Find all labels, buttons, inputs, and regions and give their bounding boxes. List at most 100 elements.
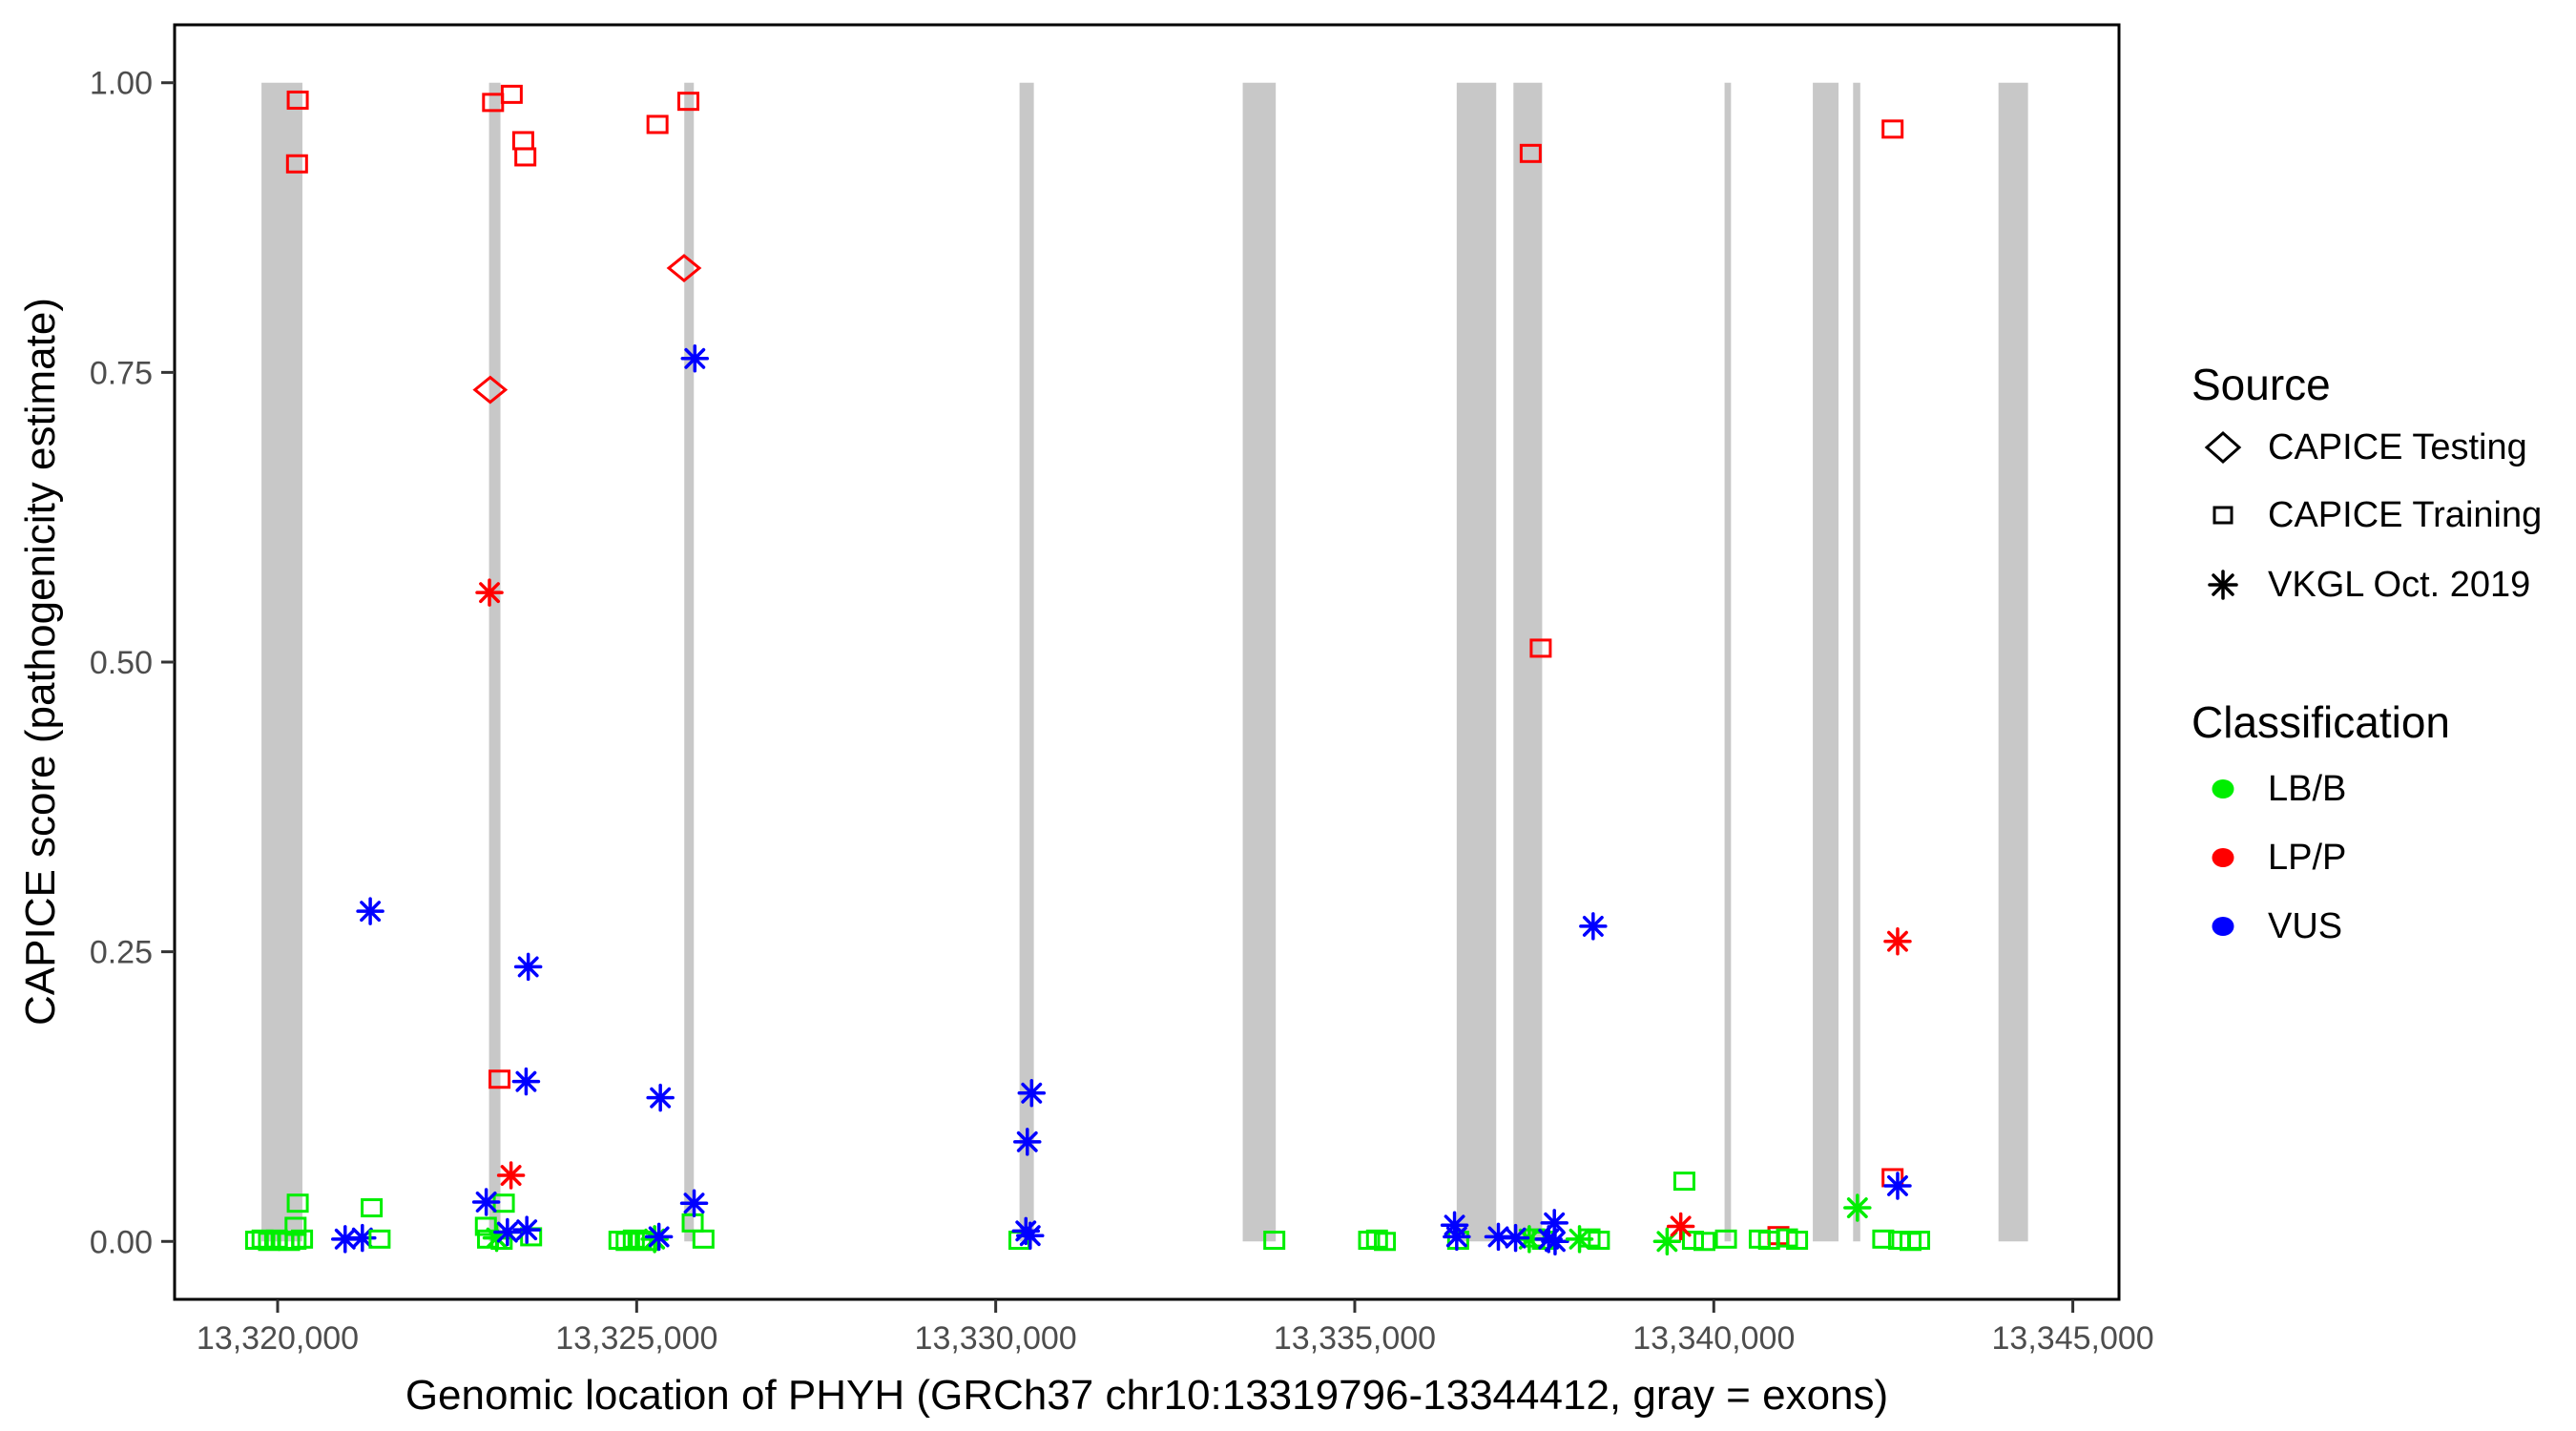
data-point-asterisk — [1017, 1079, 1047, 1108]
data-points — [244, 84, 1931, 1256]
data-point-asterisk — [1541, 1227, 1569, 1256]
exon-bar — [1019, 82, 1034, 1242]
data-point-square — [1786, 1231, 1809, 1251]
x-axis-title: Genomic location of PHYH (GRCh37 chr10:1… — [405, 1372, 1889, 1419]
data-point-square — [1519, 143, 1542, 163]
data-point-diamond — [666, 254, 702, 282]
data-point-square — [511, 131, 534, 151]
data-point-square — [488, 1069, 511, 1089]
data-point-square — [1681, 1231, 1704, 1251]
legend-item-label: VKGL Oct. 2019 — [2268, 564, 2531, 605]
y-tick-label: 0.25 — [90, 935, 153, 971]
data-point-asterisk — [1843, 1193, 1872, 1222]
data-point-asterisk — [471, 1188, 501, 1216]
data-point-asterisk — [679, 1189, 709, 1217]
data-point-square — [1263, 1231, 1286, 1251]
asterisk-icon — [2202, 566, 2244, 604]
legend-item-vus: VUS — [2202, 905, 2343, 946]
blue-dot-icon — [2202, 907, 2244, 945]
data-point-square — [1872, 1229, 1895, 1249]
legend-item-label: VUS — [2268, 905, 2343, 946]
data-point-square — [1908, 1231, 1931, 1251]
exon-bar — [1456, 82, 1497, 1242]
data-point-asterisk — [1501, 1223, 1530, 1253]
data-point-asterisk — [496, 1161, 526, 1190]
data-point-square — [286, 90, 309, 110]
data-point-square — [1365, 1229, 1388, 1249]
data-point-square — [677, 92, 700, 112]
data-point-square — [615, 1232, 638, 1252]
legend-item-label: LB/B — [2268, 768, 2347, 809]
data-point-asterisk — [1883, 926, 1912, 956]
legend-item-lbb: LB/B — [2202, 768, 2347, 809]
data-point-asterisk — [1579, 912, 1608, 941]
exon-bar — [1998, 82, 2028, 1242]
legend-classification-title: Classification — [2192, 697, 2450, 747]
x-tick-label: 13,330,000 — [915, 1320, 1077, 1357]
exon-bar — [1813, 82, 1839, 1242]
data-point-asterisk — [512, 1215, 541, 1244]
diamond-icon — [2202, 428, 2244, 467]
data-point-asterisk — [482, 1223, 511, 1253]
data-point-asterisk — [1666, 1212, 1695, 1241]
y-tick-label: 0.50 — [90, 645, 153, 681]
legend-item-capice-training: CAPICE Training — [2202, 494, 2543, 535]
x-tick-label: 13,340,000 — [1632, 1320, 1795, 1357]
exon-bar — [488, 82, 501, 1242]
y-tick-label: 1.00 — [90, 66, 153, 102]
legend-item-label: LP/P — [2268, 837, 2347, 878]
y-axis: 0.00 0.25 0.50 0.75 1.00 — [90, 66, 175, 1260]
data-point-asterisk — [1016, 1221, 1045, 1250]
data-point-asterisk — [356, 897, 384, 925]
red-dot-icon — [2202, 839, 2244, 877]
square-icon — [2202, 496, 2244, 534]
exon-bar — [684, 82, 695, 1242]
data-point-asterisk — [1013, 1128, 1042, 1156]
data-point-square — [692, 1229, 715, 1249]
data-point-square — [1672, 1172, 1695, 1192]
exon-bar — [261, 82, 302, 1242]
legend-source-title: Source — [2192, 360, 2331, 409]
data-point-square — [251, 1229, 274, 1249]
x-tick-label: 13,345,000 — [1992, 1320, 2154, 1357]
data-point-asterisk — [680, 344, 710, 373]
x-axis: 13,320,000 13,325,000 13,330,000 13,335,000… — [197, 1299, 2154, 1357]
data-point-square — [368, 1229, 391, 1249]
x-tick-label: 13,325,000 — [555, 1320, 717, 1357]
data-point-asterisk — [646, 1083, 675, 1112]
x-tick-label: 13,335,000 — [1274, 1320, 1436, 1357]
data-point-asterisk — [1443, 1222, 1471, 1252]
data-point-asterisk — [513, 952, 543, 982]
data-point-square — [1693, 1232, 1716, 1252]
data-point-square — [361, 1198, 384, 1218]
data-point-square — [286, 1193, 309, 1213]
data-point-square — [1881, 119, 1904, 139]
green-dot-icon — [2202, 770, 2244, 808]
legend-item-label: CAPICE Training — [2268, 494, 2543, 535]
data-point-asterisk — [1652, 1227, 1682, 1256]
data-point-square — [284, 1216, 307, 1236]
legend-item-label: CAPICE Testing — [2268, 426, 2527, 467]
data-point-square — [500, 84, 523, 104]
data-point-square — [291, 1229, 314, 1249]
y-axis-title: CAPICE score (pathogenicity estimate) — [17, 298, 64, 1027]
data-point-square — [514, 147, 537, 167]
data-point-asterisk — [1484, 1222, 1513, 1252]
y-tick-label: 0.00 — [90, 1224, 153, 1260]
data-point-diamond — [472, 375, 509, 404]
exon-bar — [1513, 82, 1543, 1242]
legend-item-vkgl: VKGL Oct. 2019 — [2202, 564, 2531, 605]
data-point-square — [285, 154, 308, 174]
data-point-square — [1714, 1229, 1737, 1249]
data-point-asterisk — [1883, 1172, 1912, 1200]
exon-bar — [1853, 82, 1860, 1242]
legend-item-capice-testing: CAPICE Testing — [2202, 426, 2527, 467]
data-point-square — [1374, 1232, 1397, 1252]
legend-item-lpp: LP/P — [2202, 837, 2347, 878]
data-point-asterisk — [475, 578, 504, 607]
data-point-square — [646, 114, 669, 135]
exon-bar — [1724, 82, 1732, 1242]
exon-bars — [261, 82, 2028, 1242]
